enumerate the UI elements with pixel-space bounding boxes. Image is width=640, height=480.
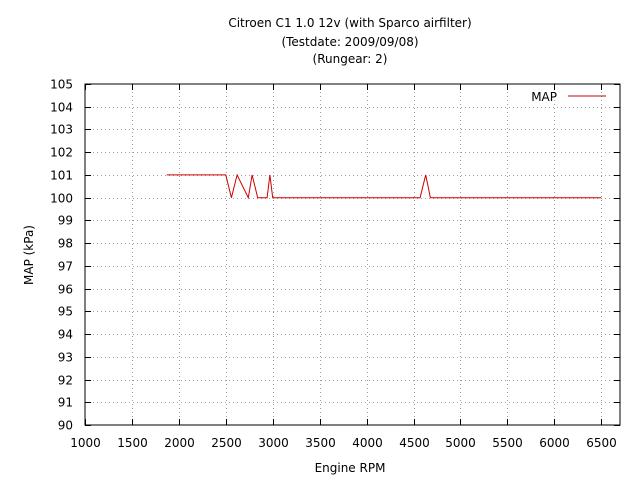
y-tick-label: 93 — [58, 351, 73, 365]
y-tick-label: 94 — [58, 328, 73, 342]
x-tick-label: 1000 — [70, 436, 101, 450]
y-tick-label: 90 — [58, 419, 73, 433]
x-tick-label: 1500 — [117, 436, 148, 450]
y-tick-label: 100 — [50, 192, 73, 206]
y-tick-label: 101 — [50, 169, 73, 183]
y-tick-label: 99 — [58, 214, 73, 228]
y-tick-labels: 90 91 92 93 94 95 96 97 98 99 100 101 102 103 104 105 — [50, 78, 73, 433]
y-axis-label: MAP (kPa) — [22, 225, 36, 285]
x-tick-label: 2000 — [164, 436, 195, 450]
y-tick-label: 98 — [58, 237, 73, 251]
legend: MAP — [531, 90, 606, 104]
chart-title-line-3: (Rungear: 2) — [313, 52, 388, 66]
series-line-map — [166, 173, 602, 200]
plot-frame — [84, 83, 621, 426]
series-lines — [166, 173, 602, 200]
chart-title-line-2: (Testdate: 2009/09/08) — [281, 35, 418, 49]
x-tick-label: 6500 — [586, 436, 617, 450]
x-tick-label: 2500 — [211, 436, 242, 450]
x-tick-label: 6000 — [539, 436, 570, 450]
y-tick-label: 91 — [58, 396, 73, 410]
x-tick-label: 4500 — [399, 436, 430, 450]
y-tick-label: 104 — [50, 101, 73, 115]
x-axis-label: Engine RPM — [315, 461, 386, 475]
grid-lines — [85, 84, 620, 425]
y-tick-label: 105 — [50, 78, 73, 92]
y-tick-label: 103 — [50, 123, 73, 137]
x-tick-label: 4000 — [352, 436, 383, 450]
y-tick-label: 95 — [58, 305, 73, 319]
y-tick-label: 96 — [58, 283, 73, 297]
x-tick-label: 3000 — [258, 436, 289, 450]
x-tick-labels: 1000 1500 2000 2500 3000 3500 4000 4500 5000 5500… — [70, 436, 617, 450]
y-tick-label: 97 — [58, 260, 73, 274]
x-tick-label: 5000 — [445, 436, 476, 450]
chart-title: Citroen C1 1.0 12v (with Sparco airfilte… — [228, 16, 471, 66]
x-tick-label: 5500 — [492, 436, 523, 450]
axis-ticks — [85, 84, 620, 426]
y-tick-label: 92 — [58, 374, 73, 388]
chart-title-line-1: Citroen C1 1.0 12v (with Sparco airfilte… — [228, 16, 471, 30]
legend-label-map: MAP — [531, 90, 557, 104]
y-tick-label: 102 — [50, 146, 73, 160]
x-tick-label: 3500 — [305, 436, 336, 450]
